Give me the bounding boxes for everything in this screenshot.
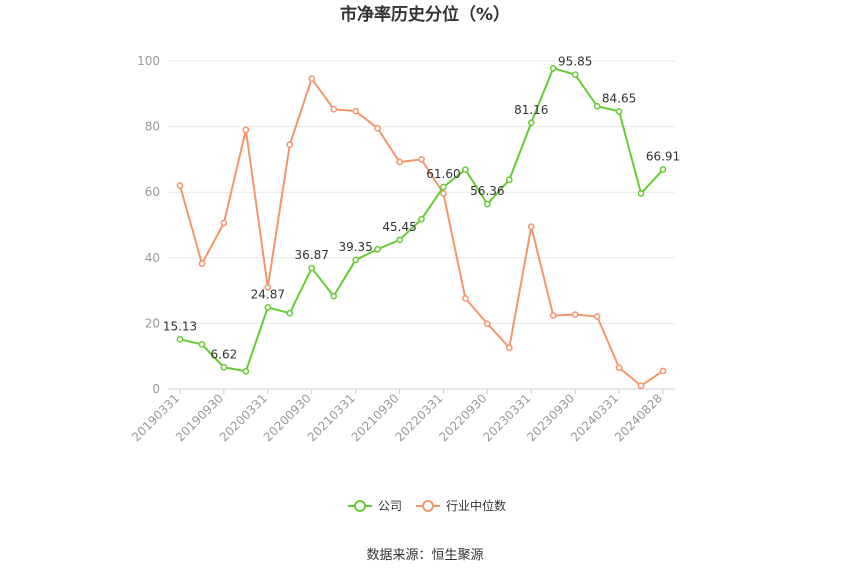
data-point[interactable] [440,183,447,191]
series-line [179,76,664,387]
data-label: 81.16 [514,103,548,117]
data-point[interactable] [330,292,338,300]
data-point[interactable] [659,367,667,375]
data-point[interactable] [637,382,645,390]
data-point[interactable] [286,309,294,317]
data-point[interactable] [549,64,557,72]
legend-marker [354,500,366,512]
data-point[interactable] [352,256,359,264]
chart-legend: 公司 行业中位数 [348,498,506,513]
data-label: 39.35 [338,240,372,254]
data-point[interactable] [637,190,645,197]
y-axis: 0 20 40 60 80 100 [137,54,160,396]
data-point[interactable] [484,320,491,328]
data-point[interactable] [505,176,513,184]
y-tick-label: 100 [137,54,160,68]
data-point[interactable] [505,344,513,352]
y-tick-label: 60 [145,185,160,199]
data-point[interactable] [484,200,491,208]
data-point[interactable] [286,141,294,148]
data-label: 61.60 [426,167,460,181]
y-tick-label: 0 [152,382,160,396]
x-axis: 2019033120190930202003312020093020210331… [129,389,665,444]
data-point[interactable] [176,182,184,189]
data-label: 45.45 [382,220,416,234]
data-point[interactable] [198,341,206,348]
data-point[interactable] [308,75,316,83]
data-point[interactable] [615,107,623,115]
y-tick-label: 80 [145,120,160,134]
data-point[interactable] [176,336,184,343]
data-point[interactable] [220,219,228,227]
data-point[interactable] [242,367,250,375]
data-point[interactable] [396,158,403,166]
data-point[interactable] [418,215,425,223]
data-point[interactable] [418,156,425,163]
chart-series: 15.13 6.62 24.87 36.87 39.35 45.45 61.60 56.36 8… [163,55,680,390]
legend-item-company[interactable]: 公司 [348,499,402,513]
data-point[interactable] [462,166,469,173]
data-point[interactable] [549,312,557,319]
data-point[interactable] [242,126,250,134]
data-label: 6.62 [211,347,238,361]
data-point[interactable] [264,304,272,311]
x-tick-label: 20240828 [612,391,665,444]
data-point[interactable] [352,107,359,115]
data-label: 95.85 [558,55,592,69]
data-point[interactable] [308,264,316,272]
data-point[interactable] [374,124,381,132]
chart-source: 数据来源：恒生聚源 [366,548,483,563]
chart-title: 市净率历史分位（%） [340,4,510,25]
data-point[interactable] [440,190,447,197]
data-point[interactable] [264,283,272,291]
series-company: 15.13 6.62 24.87 36.87 39.35 45.45 61.60 56.36 8… [163,55,680,375]
data-point[interactable] [220,363,228,371]
legend-label: 行业中位数 [446,498,506,513]
data-point[interactable] [198,260,206,268]
series-industry-median [176,75,667,390]
data-point[interactable] [527,119,535,127]
y-tick-label: 20 [145,316,160,330]
data-label: 15.13 [163,319,197,333]
data-point[interactable] [571,71,579,78]
data-point[interactable] [374,245,381,253]
data-label: 66.91 [646,150,680,164]
data-point[interactable] [659,166,667,173]
legend-marker [422,500,434,512]
y-tick-label: 40 [145,251,160,265]
data-label: 24.87 [251,287,285,301]
data-label: 56.36 [470,184,504,198]
data-point[interactable] [593,313,601,320]
data-point[interactable] [330,105,338,113]
data-point[interactable] [615,364,623,372]
data-point[interactable] [593,102,601,110]
legend-label: 公司 [378,499,402,513]
chart-grid [168,60,675,390]
data-point[interactable] [527,223,535,230]
data-label: 36.87 [295,248,329,262]
data-point[interactable] [396,236,403,244]
data-point[interactable] [571,311,579,318]
data-label: 84.65 [602,91,636,105]
legend-item-industry-median[interactable]: 行业中位数 [416,498,506,513]
data-point[interactable] [462,295,469,302]
